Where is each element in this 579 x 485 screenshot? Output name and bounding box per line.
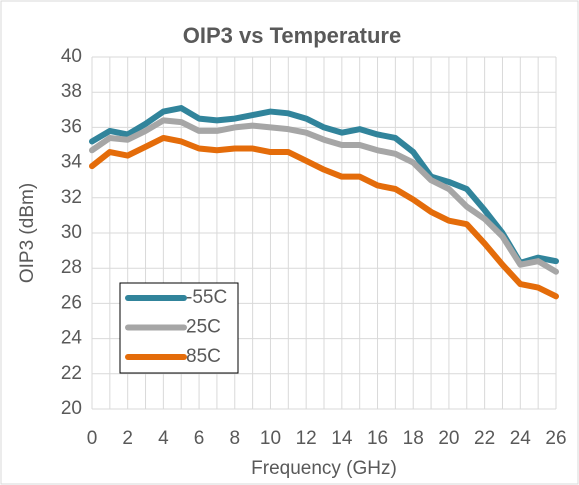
y-tick-label: 40 [61,46,82,67]
y-tick-label: 34 [61,152,83,173]
x-axis-label: Frequency (GHz) [251,458,397,479]
x-tick-label: 0 [87,428,98,449]
legend-label: 25C [186,317,221,338]
x-tick-label: 18 [403,428,424,449]
y-tick-label: 26 [61,292,82,313]
x-tick-label: 20 [438,428,459,449]
x-tick-label: 4 [158,428,169,449]
series-line [89,117,559,275]
y-tick-label: 20 [61,398,82,419]
x-tick-label: 10 [260,428,281,449]
series-line [89,134,559,300]
x-tick-label: 16 [367,428,388,449]
x-tick-label: 12 [296,428,317,449]
y-tick-label: 32 [61,187,82,208]
legend: -55C 25C 85C [119,282,239,374]
y-tick-label: 28 [61,257,82,278]
y-tick-label: 22 [61,363,82,384]
x-tick-label: 2 [122,428,133,449]
x-tick-label: 26 [545,428,566,449]
y-tick-label: 24 [61,328,83,349]
chart-title: OIP3 vs Temperature [183,23,401,48]
y-tick-label: 38 [61,81,82,102]
y-tick-label: 36 [61,116,82,137]
series-line [89,105,559,266]
y-axis-label: OIP3 (dBm) [17,183,38,283]
legend-label: 85C [186,346,221,367]
x-tick-label: 6 [194,428,205,449]
x-tick-label: 8 [229,428,240,449]
y-tick-label: 30 [61,222,82,243]
x-tick-label: 22 [474,428,495,449]
legend-label: -55C [186,287,227,308]
x-tick-label: 14 [331,428,353,449]
x-tick-label: 24 [510,428,532,449]
